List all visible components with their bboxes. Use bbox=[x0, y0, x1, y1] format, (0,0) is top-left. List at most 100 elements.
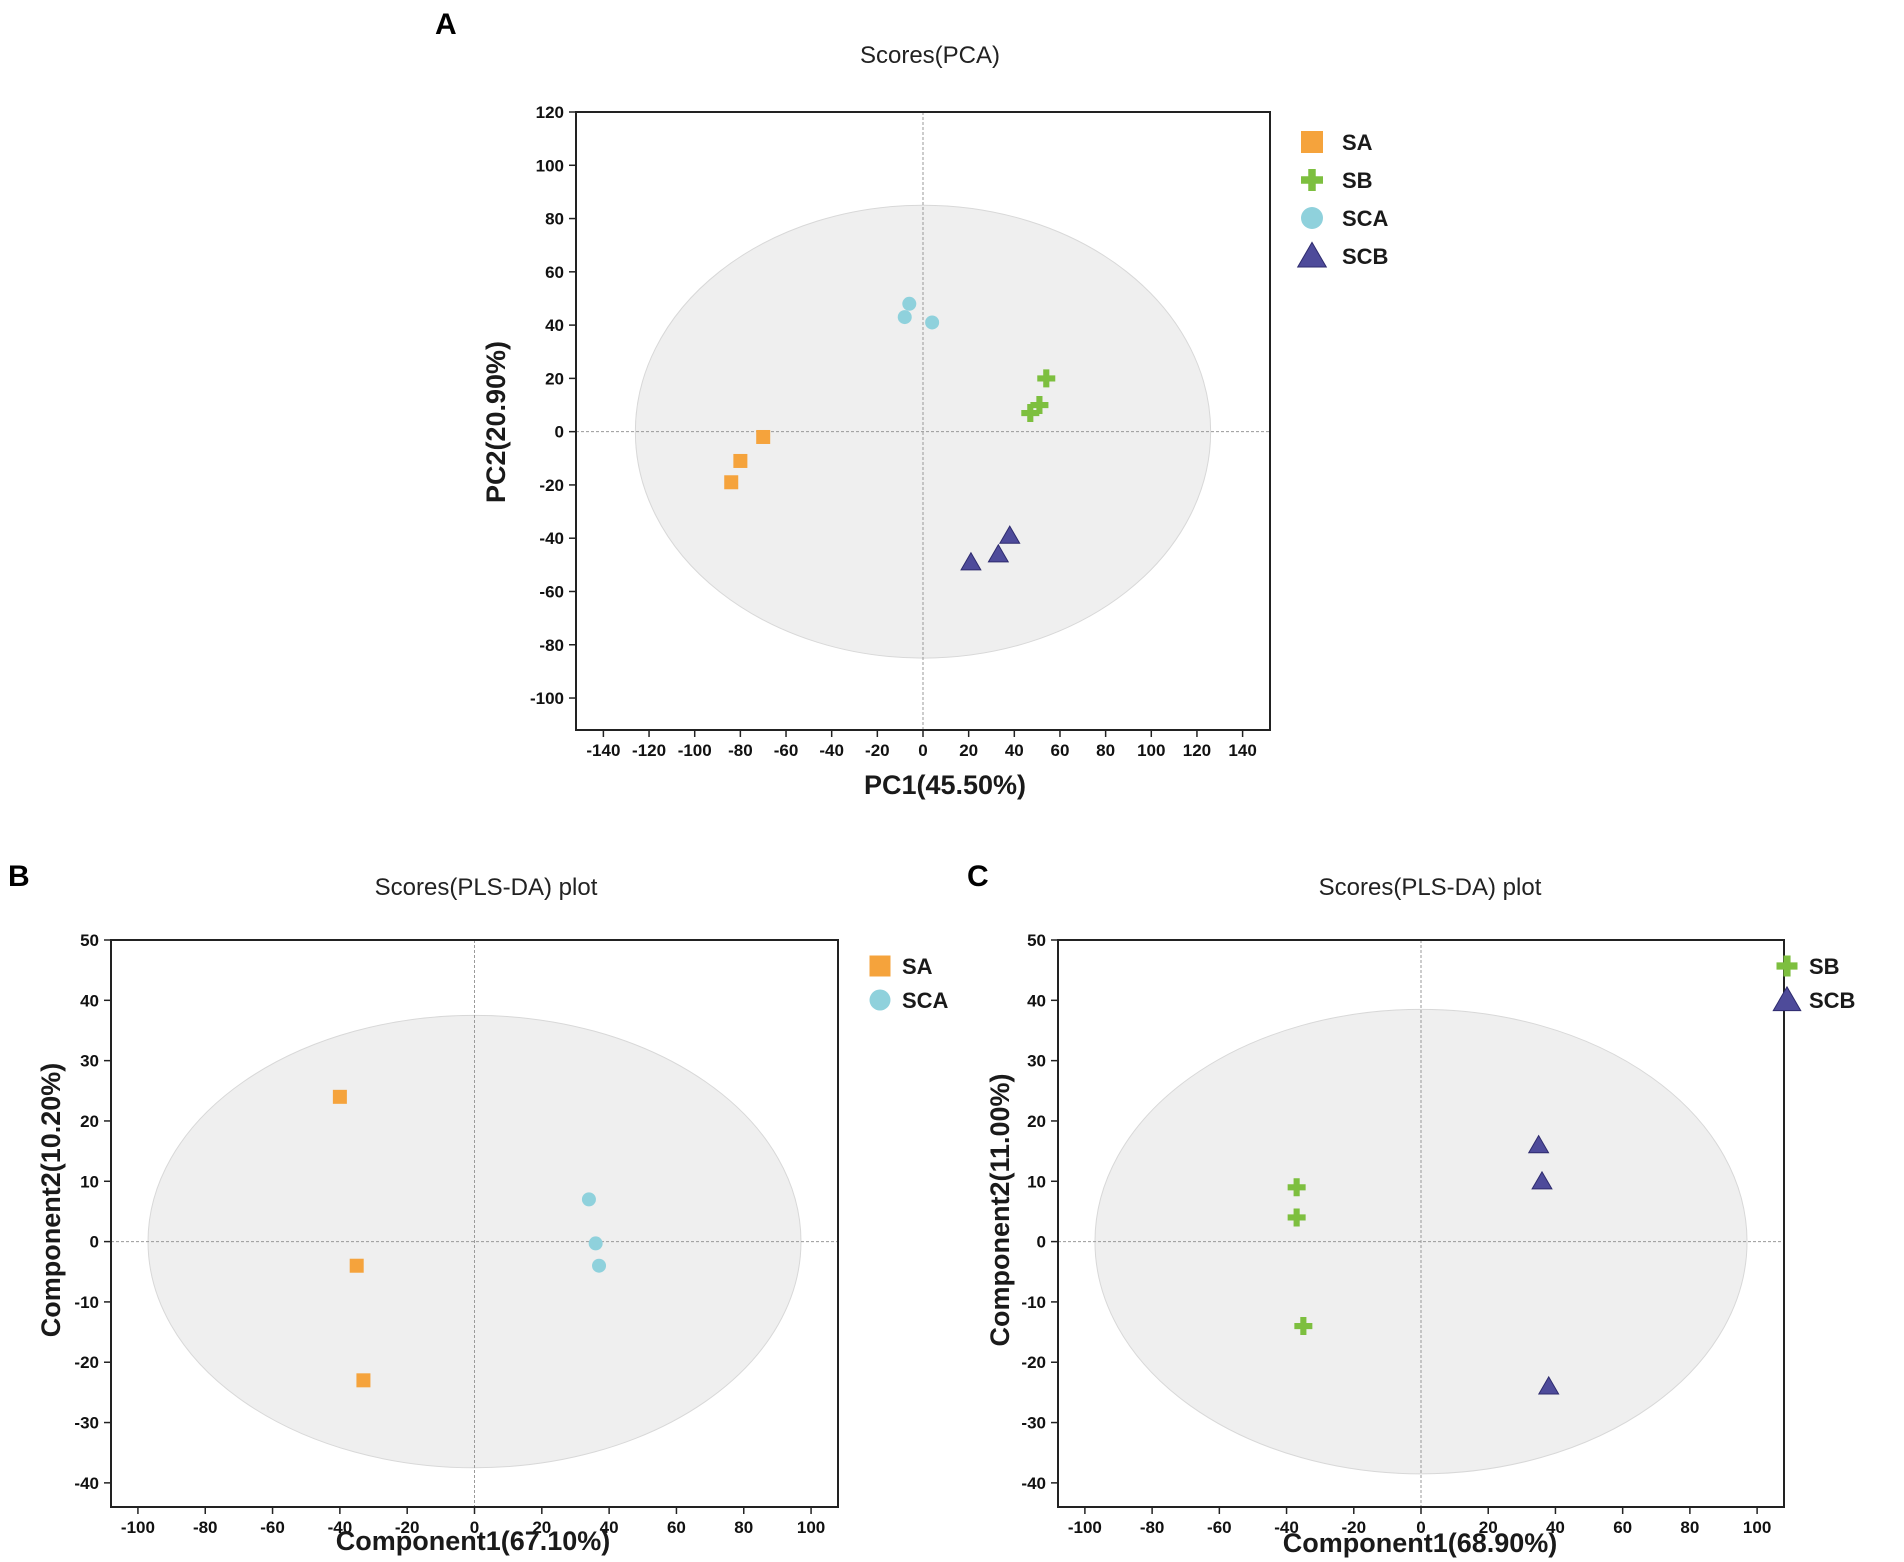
panel-a-point-sa bbox=[756, 429, 771, 444]
panel-a-x-tick-label: 40 bbox=[1005, 741, 1024, 760]
panel-b-legend: SA SCA bbox=[869, 954, 949, 1013]
panel-a-legend-label-sca: SCA bbox=[1342, 206, 1389, 231]
panel-c-x-axis-label: Component1(68.90%) bbox=[1283, 1528, 1558, 1558]
panel-c-y-tick-label: 0 bbox=[1037, 1233, 1046, 1252]
panel-c-point-scb bbox=[1531, 1170, 1553, 1190]
panel-c-y-tick-label: -30 bbox=[1021, 1414, 1046, 1433]
panel-a-y-tick-label: -80 bbox=[539, 636, 564, 655]
panel-a-point-sb bbox=[1037, 369, 1056, 388]
panel-b-y-tick-label: -30 bbox=[74, 1414, 99, 1433]
panel-a-title: Scores(PCA) bbox=[860, 42, 1000, 69]
panel-c-x-tick-label: 80 bbox=[1680, 1518, 1699, 1537]
panel-b-legend-marker-sa bbox=[869, 955, 891, 977]
panel-a-y-tick-label: 120 bbox=[536, 103, 564, 122]
panel-c: C Scores(PLS-DA) plot -100 -80 -60 -40 -20 0 2… bbox=[967, 860, 1855, 1558]
panel-a-x-tick-label: 80 bbox=[1096, 741, 1115, 760]
panel-a-y-tick-label: 100 bbox=[536, 156, 564, 175]
panel-c-legend-label-scb: SCB bbox=[1809, 988, 1855, 1013]
panel-c-x-tick-label: 40 bbox=[1546, 1518, 1565, 1537]
panel-c-y-axis-label: Component2(11.00%) bbox=[985, 1073, 1015, 1346]
panel-b-y-tick-label: 40 bbox=[80, 991, 99, 1010]
panel-b-legend-label-sa: SA bbox=[902, 954, 933, 979]
panel-a-letter: A bbox=[435, 8, 457, 41]
panel-c-y-tick-label: -40 bbox=[1021, 1474, 1046, 1493]
panel-a-point-sca bbox=[925, 315, 940, 330]
panel-c-legend: SB SCB bbox=[1772, 954, 1855, 1013]
panel-b-title: Scores(PLS-DA) plot bbox=[375, 874, 598, 901]
panel-b-y-tick-label: 20 bbox=[80, 1112, 99, 1131]
panel-b-letter: B bbox=[8, 860, 30, 893]
panel-c-y-tick-label: -10 bbox=[1021, 1293, 1046, 1312]
panel-c-x-tick-label: -100 bbox=[1068, 1518, 1102, 1537]
panel-a-legend-marker-sca bbox=[1301, 207, 1323, 229]
panel-a-x-tick-label: -80 bbox=[728, 741, 753, 760]
panel-a-point-sa bbox=[724, 475, 739, 490]
panel-b-point-sca bbox=[581, 1192, 596, 1207]
panel-c-y-tick-label: 30 bbox=[1027, 1052, 1046, 1071]
panel-c-point-sb bbox=[1294, 1317, 1313, 1336]
panel-a-x-tick-label: -60 bbox=[774, 741, 799, 760]
panel-a-x-tick-label: 20 bbox=[959, 741, 978, 760]
panel-c-title: Scores(PLS-DA) plot bbox=[1319, 874, 1542, 901]
panel-a-x-tick-label: 60 bbox=[1051, 741, 1070, 760]
panel-c-x-tick-label: -80 bbox=[1140, 1518, 1165, 1537]
panel-a-plot-area: -140 -120 -100 -80 -60 -40 -20 0 20 40 60 80 100 120 1… bbox=[530, 103, 1271, 760]
panel-b-x-tick-label: 80 bbox=[734, 1518, 753, 1537]
panel-a-y-tick-label: 20 bbox=[545, 369, 564, 388]
panel-a-point-sca bbox=[902, 296, 917, 311]
panel-b-y-tick-label: 50 bbox=[80, 931, 99, 950]
panel-c-legend-label-sb: SB bbox=[1809, 954, 1840, 979]
panel-a-legend-marker-sa bbox=[1301, 131, 1323, 153]
panel-c-y-tick-label: 10 bbox=[1027, 1172, 1046, 1191]
panel-b-x-tick-label: -100 bbox=[121, 1518, 155, 1537]
panel-c-plot-area: -100 -80 -60 -40 -20 0 20 40 60 80 100-40-30-20-10… bbox=[1021, 931, 1785, 1537]
panel-a-point-scb bbox=[960, 551, 982, 571]
panel-b-legend-marker-sca bbox=[869, 989, 891, 1011]
panel-b-point-sa bbox=[356, 1373, 371, 1388]
panel-c-letter: C bbox=[967, 860, 989, 893]
panel-c-legend-marker-sb bbox=[1776, 955, 1798, 977]
panel-a-y-tick-label: -40 bbox=[539, 529, 564, 548]
panel-c-y-tick-label: 50 bbox=[1027, 931, 1046, 950]
panel-b-legend-label-sca: SCA bbox=[902, 988, 949, 1013]
panel-c-y-tick-label: -20 bbox=[1021, 1353, 1046, 1372]
panel-b-y-tick-label: 0 bbox=[90, 1233, 99, 1252]
panel-a-point-scb bbox=[987, 543, 1010, 563]
panel-a-y-tick-label: 0 bbox=[555, 423, 564, 442]
panel-c-x-tick-label: -60 bbox=[1207, 1518, 1232, 1537]
panel-a-legend-label-scb: SCB bbox=[1342, 244, 1388, 269]
panel-a-point-sb bbox=[1021, 404, 1040, 423]
panel-b-point-sca bbox=[592, 1258, 607, 1273]
panel-b-y-tick-label: -20 bbox=[74, 1353, 99, 1372]
panel-a-legend-marker-scb bbox=[1296, 241, 1328, 268]
panel-b-y-axis-label: Component2(10.20%) bbox=[36, 1063, 66, 1338]
panel-a-x-axis-label: PC1(45.50%) bbox=[864, 770, 1026, 800]
panel-b-y-tick-label: -10 bbox=[74, 1293, 99, 1312]
panel-b-x-tick-label: 100 bbox=[797, 1518, 825, 1537]
panel-c-x-tick-label: 100 bbox=[1743, 1518, 1771, 1537]
panel-a-x-tick-label: -40 bbox=[819, 741, 844, 760]
panel-a-y-tick-label: -60 bbox=[539, 582, 564, 601]
panel-c-legend-marker-scb bbox=[1772, 985, 1802, 1012]
panel-a-y-tick-label: 40 bbox=[545, 316, 564, 335]
panel-a-point-sca bbox=[897, 310, 912, 325]
panel-c-x-tick-label: 60 bbox=[1613, 1518, 1632, 1537]
panel-b-x-tick-label: 20 bbox=[532, 1518, 551, 1537]
panel-c-point-sb bbox=[1287, 1208, 1306, 1227]
panel-b-x-tick-label: -80 bbox=[193, 1518, 218, 1537]
panel-b-x-tick-label: -40 bbox=[328, 1518, 353, 1537]
panel-b-y-tick-label: 10 bbox=[80, 1172, 99, 1191]
panel-b-x-tick-label: 60 bbox=[667, 1518, 686, 1537]
panel-b-x-axis-label: Component1(67.10%) bbox=[336, 1526, 611, 1556]
panel-a-y-axis-label: PC2(20.90%) bbox=[481, 341, 511, 503]
panel-a-legend-label-sa: SA bbox=[1342, 130, 1373, 155]
panel-a-x-tick-label: -120 bbox=[632, 741, 666, 760]
panel-b-point-sca bbox=[588, 1236, 603, 1251]
panel-a-x-tick-label: 120 bbox=[1183, 741, 1211, 760]
panel-c-point-scb bbox=[1537, 1375, 1560, 1395]
panel-b-x-tick-label: 40 bbox=[600, 1518, 619, 1537]
panel-a-point-sb bbox=[1030, 396, 1049, 415]
panel-c-point-scb bbox=[1527, 1134, 1550, 1154]
panel-a-y-tick-label: 60 bbox=[545, 263, 564, 282]
